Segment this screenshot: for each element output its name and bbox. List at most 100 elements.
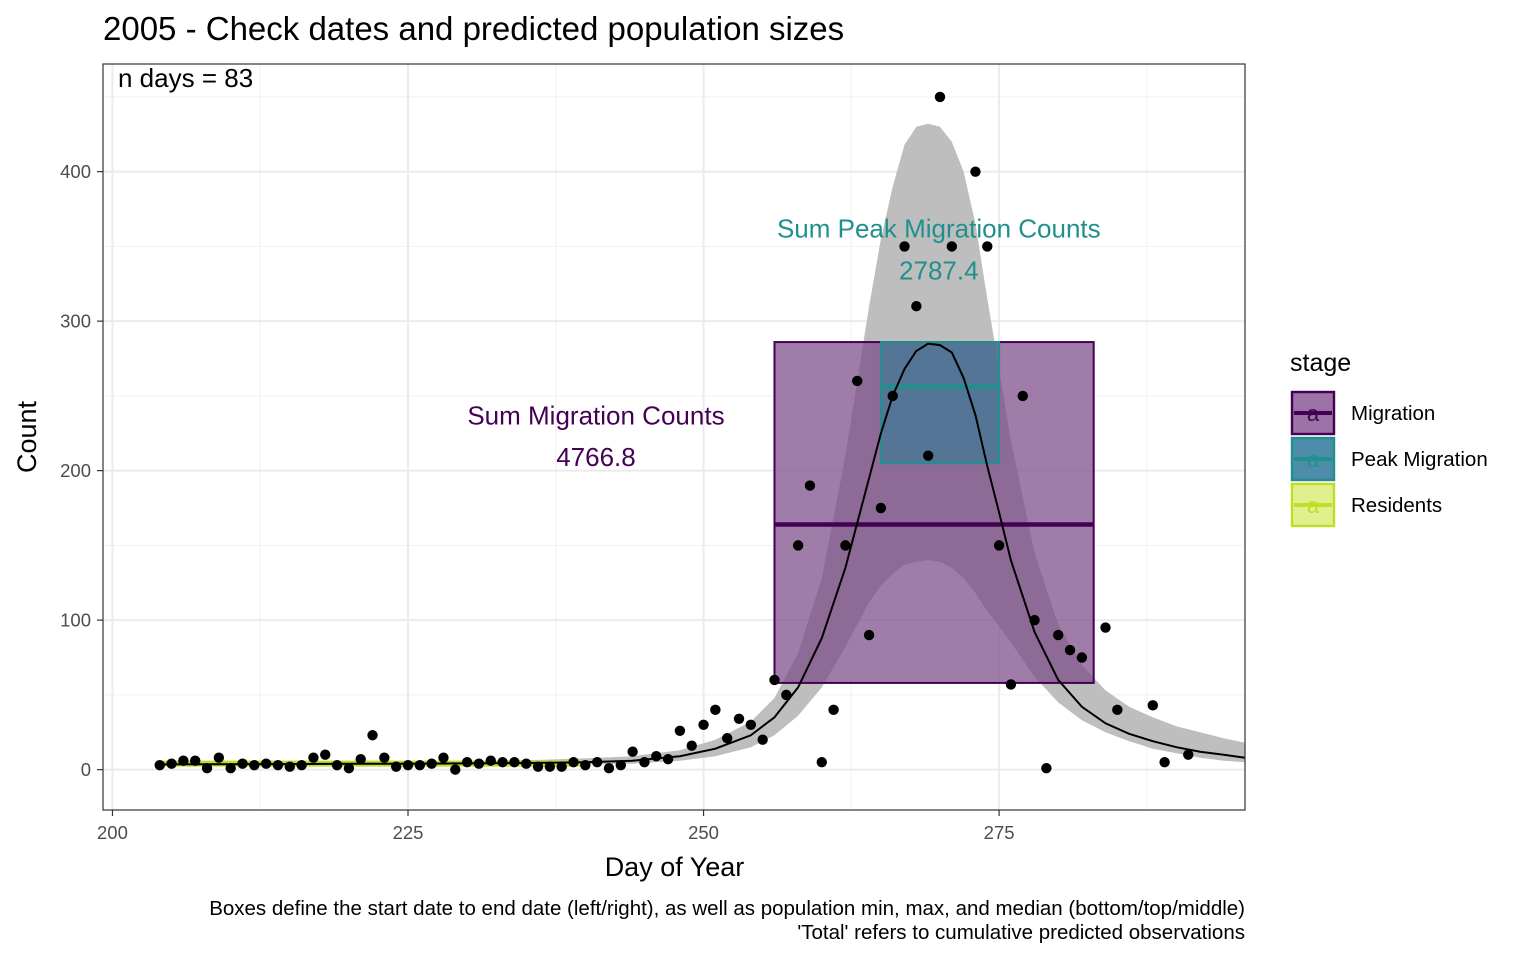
data-point — [993, 540, 1005, 551]
legend-key-glyph-peak-migration: a — [1307, 447, 1320, 472]
data-point — [320, 749, 331, 760]
data-point — [1147, 700, 1158, 711]
legend-label-residents: Residents — [1351, 494, 1442, 517]
data-point — [426, 758, 437, 769]
data-point — [237, 758, 248, 769]
data-point — [568, 756, 579, 768]
y-tick-label: 400 — [60, 161, 91, 182]
annotations: Sum Peak Migration Counts 2787.4 Sum Migra… — [467, 213, 1100, 472]
legend-key-glyph-residents: a — [1307, 493, 1320, 518]
y-tick-label: 100 — [60, 610, 91, 631]
data-point — [1112, 704, 1123, 716]
data-point — [627, 746, 638, 757]
data-point — [1029, 614, 1040, 626]
annotation-label: Sum Migration Counts — [467, 400, 724, 430]
data-point — [485, 755, 496, 766]
y-axis-title: Count — [12, 400, 42, 473]
data-point — [190, 755, 201, 766]
data-point — [852, 375, 863, 387]
data-point — [1005, 679, 1017, 690]
major-gridlines — [103, 64, 1245, 810]
data-point — [899, 241, 910, 252]
data-point — [840, 540, 851, 551]
x-tick-label: 250 — [688, 822, 719, 843]
data-point — [615, 759, 627, 771]
x-tick-label: 200 — [97, 822, 128, 843]
data-point — [769, 674, 780, 686]
data-point — [166, 758, 177, 769]
y-axis: 0 100 200 300 400 — [60, 161, 103, 780]
data-point — [213, 752, 225, 763]
panel-border — [102, 63, 1246, 811]
data-point — [414, 759, 426, 771]
y-tick-label: 200 — [60, 460, 91, 481]
data-point — [580, 759, 591, 771]
annotation-label: 2787.4 — [899, 255, 979, 285]
data-point — [922, 450, 934, 461]
prediction-ribbon — [159, 123, 1246, 766]
data-point — [379, 752, 390, 763]
caption-line-1: Boxes define the start date to end date … — [209, 897, 1245, 920]
data-point — [402, 759, 414, 771]
data-point — [260, 758, 272, 769]
data-point — [461, 756, 473, 768]
data-point — [450, 764, 461, 775]
legend-label-migration: Migration — [1351, 402, 1435, 425]
annotation-label: Sum Peak Migration Counts — [777, 213, 1101, 243]
data-point — [804, 480, 816, 491]
data-point — [367, 730, 378, 741]
x-tick-label: 275 — [984, 822, 1015, 843]
data-point — [863, 629, 875, 641]
legend-label-peak-migration: Peak Migration — [1351, 448, 1488, 471]
data-point — [296, 759, 307, 771]
data-point — [792, 540, 804, 551]
data-point — [521, 758, 532, 769]
data-point — [887, 390, 898, 402]
peak-migration-box — [879, 341, 1001, 465]
data-point — [946, 241, 958, 252]
data-point — [686, 740, 697, 751]
data-point — [284, 761, 295, 772]
data-point — [1053, 629, 1064, 641]
data-point — [745, 719, 757, 730]
data-point — [343, 762, 355, 774]
data-point — [603, 762, 615, 774]
data-point — [674, 725, 686, 736]
data-point — [721, 733, 733, 744]
legend-title: stage — [1290, 349, 1351, 377]
data-point — [249, 759, 260, 771]
data-point — [272, 759, 284, 771]
y-tick-label: 0 — [81, 759, 91, 780]
data-point — [710, 704, 721, 716]
data-point — [331, 759, 343, 771]
legend-key-glyph-migration: a — [1307, 401, 1320, 426]
data-point — [970, 166, 981, 177]
data-point — [473, 758, 485, 769]
data-point — [201, 762, 213, 774]
data-point — [355, 753, 366, 765]
ndays-label: n days = 83 — [118, 63, 253, 93]
data-point — [438, 752, 449, 763]
data-point — [911, 300, 922, 312]
data-point — [532, 761, 544, 772]
data-point — [875, 502, 887, 514]
data-point — [154, 759, 165, 771]
data-point — [1064, 644, 1076, 656]
chart-title: 2005 - Check dates and predicted populat… — [103, 10, 844, 47]
data-point — [651, 750, 662, 762]
data-point — [1183, 749, 1194, 760]
data-point — [757, 734, 768, 745]
data-point — [509, 756, 520, 768]
data-point — [556, 761, 567, 772]
data-point — [1017, 390, 1028, 402]
data-point — [934, 91, 946, 103]
data-point — [639, 756, 650, 768]
data-point — [662, 753, 674, 765]
data-points — [154, 91, 1194, 775]
x-axis-title: Day of Year — [605, 852, 745, 882]
x-axis: 200 225 250 275 — [97, 810, 1015, 843]
data-point — [982, 241, 993, 252]
data-point — [544, 761, 556, 772]
plot-panel: Sum Peak Migration Counts 2787.4 Sum Migra… — [102, 63, 1246, 811]
